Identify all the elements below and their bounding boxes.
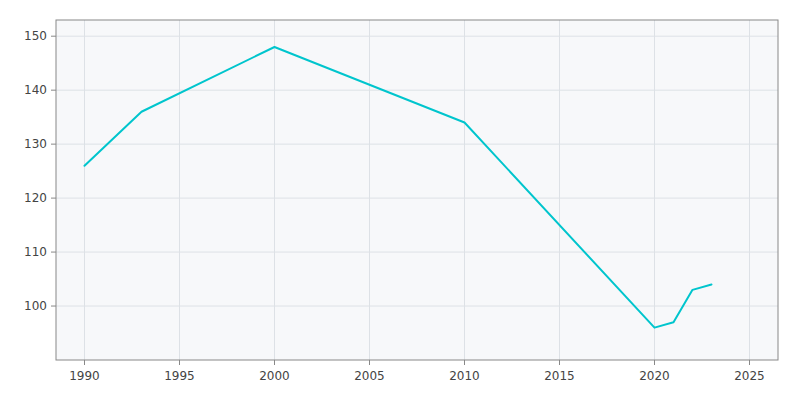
x-tick-label: 1990 (69, 369, 100, 383)
x-grid-line (369, 20, 370, 360)
x-tick (749, 360, 750, 365)
y-tick-label: 130 (24, 137, 47, 151)
y-tick (51, 198, 56, 199)
axes: 1990 1995 2000 2005 2010 2015 2020 2025 100 110 12… (24, 20, 778, 383)
y-tick (51, 36, 56, 37)
chart-container: 1990 1995 2000 2005 2010 2015 2020 2025 100 110 12… (0, 0, 800, 400)
y-tick-label: 100 (24, 299, 47, 313)
x-tick (179, 360, 180, 365)
y-tick-label: 140 (24, 83, 47, 97)
y-grid-line (56, 144, 778, 145)
grid (56, 20, 778, 360)
plot-area (56, 20, 778, 360)
chart-svg: 1990 1995 2000 2005 2010 2015 2020 2025 100 110 12… (0, 0, 800, 400)
x-tick-label: 2000 (259, 369, 290, 383)
x-tick-label: 1995 (164, 369, 195, 383)
x-tick-label: 2025 (734, 369, 765, 383)
x-tick-label: 2020 (639, 369, 670, 383)
line (85, 47, 712, 328)
y-tick-label: 120 (24, 191, 47, 205)
y-grid-line (56, 90, 778, 91)
y-grid-line (56, 252, 778, 253)
y-tick-label: 110 (24, 245, 47, 259)
x-grid-line (559, 20, 560, 360)
y-tick (51, 144, 56, 145)
y-tick (51, 306, 56, 307)
y-grid-line (56, 306, 778, 307)
x-grid-line (179, 20, 180, 360)
y-tick (51, 252, 56, 253)
data-group (85, 47, 712, 328)
x-tick (654, 360, 655, 365)
x-grid-line (654, 20, 655, 360)
y-grid-line (56, 36, 778, 37)
plot-frame (56, 20, 778, 360)
x-grid-line (274, 20, 275, 360)
x-tick (274, 360, 275, 365)
x-grid-line (464, 20, 465, 360)
x-grid-line (84, 20, 85, 360)
x-tick-label: 2005 (354, 369, 385, 383)
background (0, 0, 800, 400)
x-tick (84, 360, 85, 365)
y-grid-line (56, 198, 778, 199)
x-tick (369, 360, 370, 365)
y-tick-label: 150 (24, 29, 47, 43)
x-tick-label: 2010 (449, 369, 480, 383)
x-tick-label: 2015 (544, 369, 575, 383)
y-tick (51, 90, 56, 91)
x-tick (559, 360, 560, 365)
x-grid-line (749, 20, 750, 360)
x-tick (464, 360, 465, 365)
